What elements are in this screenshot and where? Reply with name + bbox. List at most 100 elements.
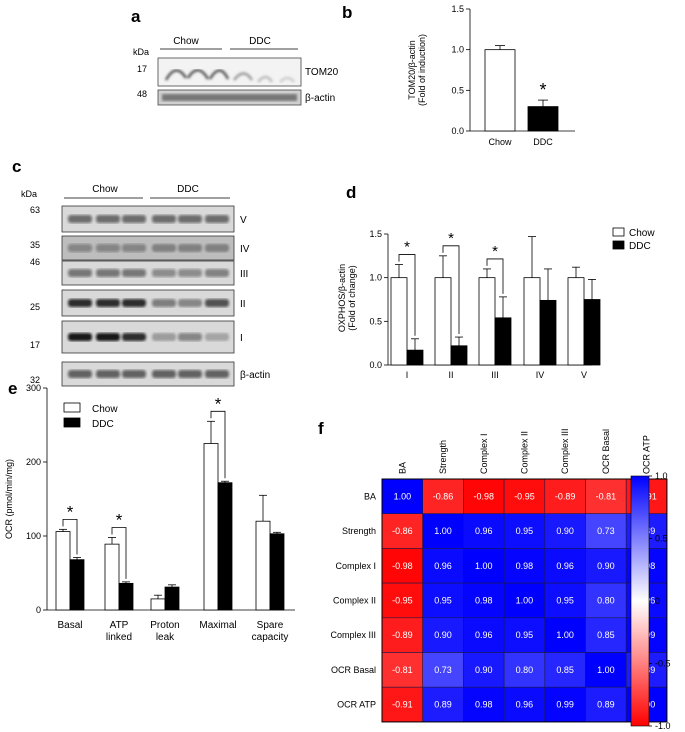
heatmap-cell: [503, 513, 546, 549]
cell-value: 1.00: [475, 561, 493, 571]
cell-value: 1.00: [516, 595, 534, 605]
bar-chow-atp-linked: [104, 543, 120, 611]
blot-band: [205, 269, 229, 277]
cell-value: 0.90: [475, 665, 493, 675]
legend-label-ddc: DDC: [92, 419, 114, 430]
significance-star: *: [215, 394, 222, 413]
significance-star: *: [448, 230, 454, 247]
blot-row-v: [61, 205, 235, 233]
bar-ddc: [527, 106, 559, 132]
heatmap-cell: [463, 548, 505, 584]
legend-swatch-chow: [63, 402, 81, 413]
blot-band: [68, 269, 92, 277]
x-tick-label-maximal: Maximal: [199, 620, 236, 631]
y-tick-label: 200: [26, 457, 41, 467]
cell-value: 0.96: [556, 561, 574, 571]
heatmap-cell: [381, 548, 424, 584]
cell-value: 0.73: [434, 665, 452, 675]
blot-band: [178, 299, 202, 307]
cell-value: -0.98: [392, 561, 413, 571]
legend-label-ddc: DDC: [629, 241, 651, 252]
cell-value: -0.86: [392, 526, 413, 536]
heatmap-cell: [463, 686, 505, 723]
bar-chow: [484, 49, 516, 132]
blot-band: [96, 299, 120, 307]
x-tick-label-spare-capacity: Spare: [257, 620, 284, 631]
panel-letter-e: e: [8, 379, 17, 398]
y-tick-label: 0.5: [451, 85, 464, 95]
heatmap-cell: [585, 617, 627, 653]
blot-row-iii: [61, 260, 235, 286]
legend-label-chow: Chow: [92, 404, 118, 415]
cell-value: -0.86: [433, 491, 454, 501]
significance-bracket: [486, 258, 504, 294]
heatmap-cell: [422, 617, 464, 653]
panel-c: c kDa Chow DDC V 63 IV 35 III 46 II 25 I 17 β-acti…: [12, 157, 270, 387]
significance-bracket: [442, 245, 460, 335]
cell-value: 0.80: [516, 665, 534, 675]
row-label-complex-iii: Complex III: [330, 630, 376, 640]
colorbar: [630, 475, 650, 727]
legend-swatch-ddc: [612, 240, 625, 250]
column-label-ocr-basal: OCR Basal: [601, 429, 611, 474]
blot-band: [178, 215, 202, 223]
y-tick-label: 1.5: [369, 229, 382, 239]
cell-value: 0.90: [597, 561, 615, 571]
heatmap-cell: [544, 582, 586, 619]
kda-label-a: kDa: [133, 47, 149, 57]
band-label-actin-a: β-actin: [305, 93, 335, 104]
marker-17-a: 17: [137, 64, 147, 74]
cell-value: 0.85: [556, 665, 574, 675]
heatmap-cell: [503, 652, 546, 688]
cell-value: 0.96: [475, 526, 493, 536]
group-label-ddc-c: DDC: [177, 184, 199, 195]
blot-band: [205, 333, 229, 341]
y-tick-label: 1.0: [451, 45, 464, 55]
bar-chow-i: [390, 277, 408, 366]
cell-value: 0.95: [516, 630, 534, 640]
cell-value: -0.91: [392, 700, 413, 710]
marker-25: 25: [30, 302, 40, 312]
x-tick-label-proton-leak: Proton: [150, 620, 179, 631]
blot-row-actin: [61, 361, 235, 387]
cell-value: 0.95: [516, 526, 534, 536]
bar-ddc-spare-capacity: [269, 533, 285, 611]
band-label-i: I: [240, 333, 243, 344]
blot-tom20: [157, 57, 302, 87]
cell-value: -0.95: [514, 491, 535, 501]
bar-ddc-proton-leak: [164, 586, 180, 611]
bar-ddc-v: [583, 299, 601, 366]
band-label-ii: II: [240, 299, 246, 310]
blot-band: [152, 244, 176, 252]
blot-row-iv: [61, 235, 235, 261]
significance-star: *: [116, 510, 123, 529]
cell-value: -0.89: [392, 630, 413, 640]
panel-d: d 0.0 0.5 1.0 1.5 OXPHOS/β-actin (Fold of cha…: [337, 183, 655, 380]
y-tick-label: 100: [26, 531, 41, 541]
heatmap-cell: [503, 617, 546, 653]
blot-band: [68, 215, 92, 223]
cell-value: 0.90: [434, 630, 452, 640]
legend-label-chow: Chow: [629, 228, 655, 239]
cell-value: -0.95: [392, 595, 413, 605]
cell-value: -0.81: [596, 491, 617, 501]
row-label-complex-ii: Complex II: [333, 595, 376, 605]
bar-chow-v: [567, 277, 585, 366]
blot-band: [96, 333, 120, 341]
x-tick-label-chow: Chow: [488, 137, 512, 147]
blot-band: [96, 269, 120, 277]
blot-band: [178, 370, 202, 378]
blot-band: [178, 333, 202, 341]
heatmap-cell: [463, 478, 505, 515]
column-label-ocr-atp: OCR ATP: [642, 435, 652, 474]
row-label-strength: Strength: [342, 526, 376, 536]
cell-value: 1.00: [556, 630, 574, 640]
bar-ddc-basal: [69, 559, 85, 611]
heatmap-cell: [585, 686, 627, 723]
blot-band: [152, 333, 176, 341]
marker-32: 32: [30, 375, 40, 385]
x-tick-label-iii: III: [491, 370, 499, 380]
blot-band: [122, 215, 146, 223]
bar-chow-proton-leak: [150, 598, 166, 611]
